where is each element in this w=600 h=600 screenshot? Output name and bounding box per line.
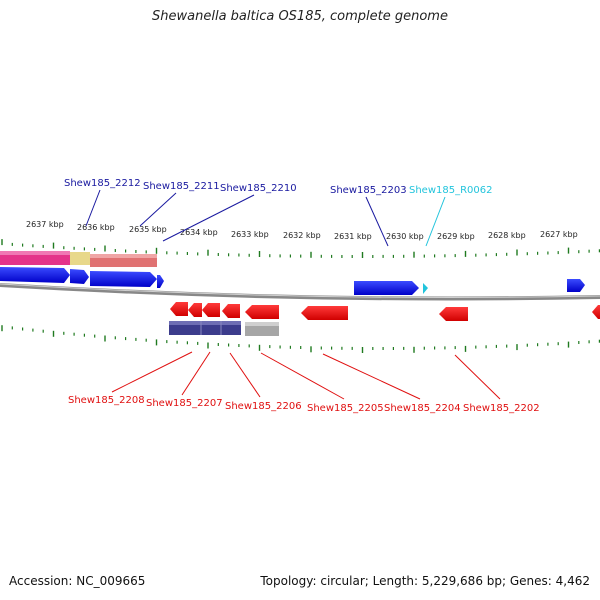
reverse-gene[interactable] xyxy=(245,305,279,319)
reverse-gene[interactable] xyxy=(301,306,348,320)
gene-label[interactable]: Shew185_2205 xyxy=(307,403,384,414)
kbp-label: 2630 kbp xyxy=(386,232,424,241)
accession-text: Accession: NC_009665 xyxy=(9,574,146,588)
label-leader xyxy=(454,354,501,400)
label-leader xyxy=(162,194,255,242)
ticks-bottom xyxy=(1,325,600,353)
ticks-top xyxy=(1,239,600,258)
label-leader xyxy=(322,353,421,400)
pathway-bar-gray-hl xyxy=(245,322,279,326)
label-leader xyxy=(111,351,193,393)
genome-backbone-highlight xyxy=(0,283,600,298)
forward-gene[interactable] xyxy=(354,281,419,295)
kbp-label: 2633 kbp xyxy=(231,230,269,239)
label-leader xyxy=(181,351,211,396)
gene-label[interactable]: Shew185_2204 xyxy=(384,403,461,414)
label-leader xyxy=(425,196,446,247)
gene-label[interactable]: Shew185_2207 xyxy=(146,398,223,409)
pathway-bar-pink-hl xyxy=(0,251,70,255)
label-leader xyxy=(365,196,389,247)
kbp-label: 2629 kbp xyxy=(437,232,475,241)
reverse-gene[interactable] xyxy=(188,303,202,317)
gene-label[interactable]: Shew185_2211 xyxy=(143,181,220,192)
rna-gene[interactable] xyxy=(423,283,428,294)
reverse-gene[interactable] xyxy=(202,303,220,317)
gene-label[interactable]: Shew185_2202 xyxy=(463,403,540,414)
gene-label[interactable]: Shew185_R0062 xyxy=(409,185,493,196)
pathway-bar-navy-hl xyxy=(169,321,241,325)
kbp-label: 2635 kbp xyxy=(129,225,167,234)
forward-gene[interactable] xyxy=(90,271,157,287)
reverse-gene[interactable] xyxy=(439,307,468,321)
genome-summary-text: Topology: circular; Length: 5,229,686 bp… xyxy=(260,574,590,588)
genome-backbone xyxy=(0,283,600,301)
forward-gene[interactable] xyxy=(70,269,89,284)
gene-label[interactable]: Shew185_2210 xyxy=(220,183,297,194)
kbp-label: 2637 kbp xyxy=(26,220,64,229)
label-leader xyxy=(85,189,101,227)
kbp-label: 2631 kbp xyxy=(334,232,372,241)
reverse-gene[interactable] xyxy=(222,304,240,318)
gene-label[interactable]: Shew185_2212 xyxy=(64,178,141,189)
kbp-label: 2636 kbp xyxy=(77,223,115,232)
forward-gene[interactable] xyxy=(157,275,164,288)
label-leader xyxy=(139,192,177,227)
kbp-label: 2628 kbp xyxy=(488,231,526,240)
gene-label[interactable]: Shew185_2206 xyxy=(225,401,302,412)
label-leader xyxy=(229,352,261,398)
gene-label[interactable]: Shew185_2208 xyxy=(68,395,145,406)
map-title: Shewanella baltica OS185, complete genom… xyxy=(152,9,448,24)
forward-gene[interactable] xyxy=(567,279,585,292)
label-leader xyxy=(260,352,345,400)
gene-label[interactable]: Shew185_2203 xyxy=(330,185,407,196)
forward-gene[interactable] xyxy=(0,267,70,283)
reverse-gene[interactable] xyxy=(170,302,188,316)
pathway-bar-yellow[interactable] xyxy=(70,252,90,265)
reverse-gene[interactable] xyxy=(592,305,600,319)
pathway-bar-salmon-hl xyxy=(90,254,157,258)
kbp-label: 2632 kbp xyxy=(283,231,321,240)
kbp-label: 2634 kbp xyxy=(180,228,218,237)
kbp-label: 2627 kbp xyxy=(540,230,578,239)
